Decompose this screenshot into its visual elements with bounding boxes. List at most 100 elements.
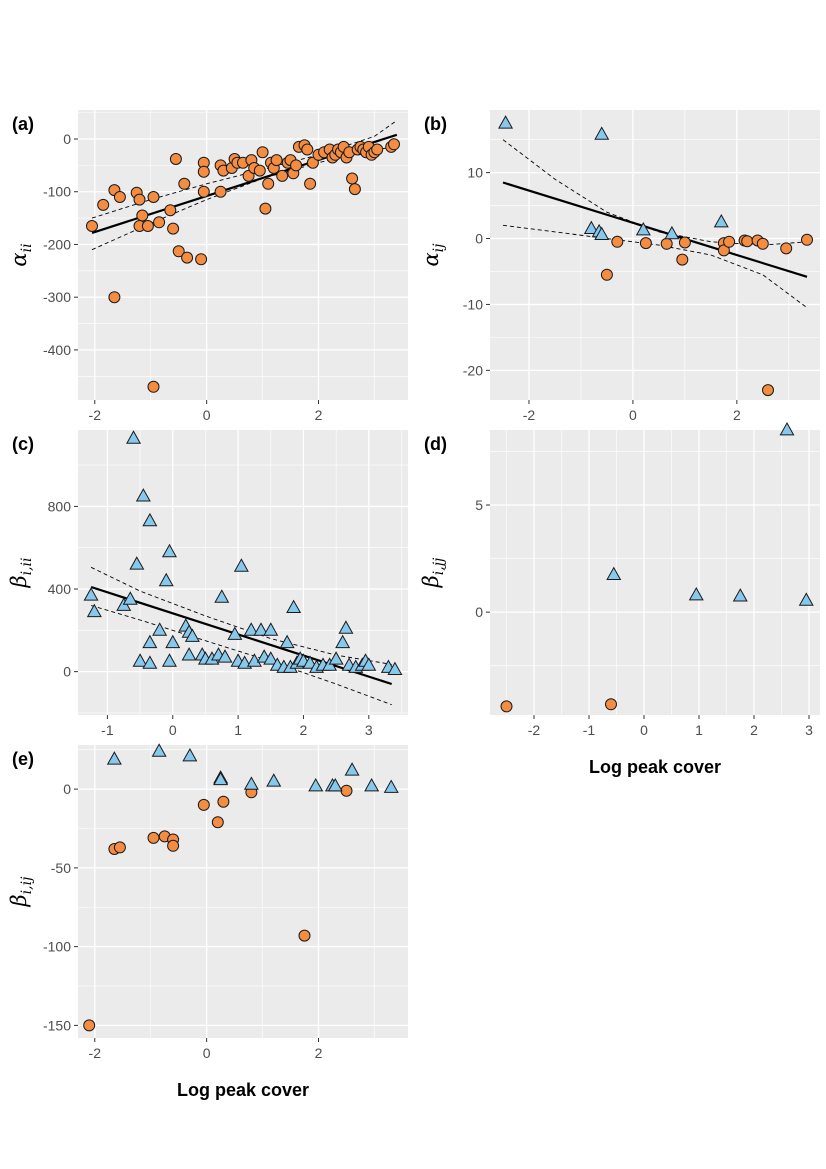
data-point-triangle: [779, 421, 795, 436]
y-axis-title: αij: [419, 243, 447, 267]
y-tick-label: -300: [43, 289, 71, 305]
data-point-circle: [133, 193, 146, 206]
data-point-triangle: [217, 649, 233, 663]
data-point-triangle: [161, 543, 177, 558]
data-point-circle: [676, 253, 689, 266]
data-point-circle: [639, 237, 652, 250]
y-tick-label: 0: [63, 664, 71, 680]
x-tick-label: 0: [203, 1045, 211, 1061]
data-point-circle: [741, 235, 754, 248]
data-point-triangle: [263, 622, 279, 636]
data-point-circle: [605, 698, 617, 711]
data-point-triangle: [142, 655, 158, 669]
x-tick-label: 1: [234, 722, 242, 738]
data-point-triangle: [594, 126, 610, 140]
y-axis-title-subscript: i,jj: [431, 557, 447, 575]
x-tick-label: 3: [805, 722, 813, 738]
data-point-circle: [270, 154, 283, 167]
data-point-triangle: [732, 588, 748, 602]
data-point-triangle: [664, 225, 680, 240]
data-point-circle: [259, 202, 272, 215]
panel-background: [78, 745, 408, 1038]
data-point-triangle: [253, 622, 269, 636]
data-point-triangle: [135, 488, 151, 502]
y-axis-title-subscript: i,ij: [19, 876, 35, 894]
data-point-circle: [500, 700, 513, 713]
data-point-triangle: [246, 653, 262, 667]
data-point-triangle: [594, 226, 610, 240]
data-point-triangle: [214, 589, 230, 603]
x-axis-title: Log peak cover: [177, 1080, 309, 1100]
data-point-circle: [600, 268, 613, 281]
y-tick-label: -200: [43, 236, 71, 252]
y-tick-label: 10: [467, 165, 483, 181]
data-point-circle: [136, 209, 149, 222]
y-axis-title-subscript: ii: [19, 243, 35, 252]
ci-lower-line: [502, 224, 808, 309]
fit-line: [502, 181, 808, 278]
data-point-triangle: [181, 647, 197, 661]
data-point-circle: [756, 237, 769, 250]
data-point-circle: [97, 198, 110, 211]
data-point-triangle: [152, 622, 168, 636]
ci-lower-line: [90, 605, 392, 706]
data-point-triangle: [184, 628, 200, 642]
fit-line: [90, 585, 393, 686]
data-point-triangle: [286, 599, 302, 613]
y-axis-title-symbol: β: [419, 575, 443, 588]
y-tick-label: 0: [63, 781, 71, 797]
data-point-triangle: [243, 776, 259, 790]
x-tick-label: -1: [101, 722, 114, 738]
data-point-circle: [780, 242, 793, 255]
data-point-triangle: [635, 221, 651, 236]
y-axis-title-symbol: β: [7, 894, 31, 907]
data-point-triangle: [132, 653, 148, 667]
data-point-circle: [762, 384, 774, 397]
data-point-circle: [678, 236, 691, 249]
panel-label: (a): [12, 114, 34, 134]
x-tick-label: -2: [89, 1045, 102, 1061]
data-point-circle: [167, 222, 180, 235]
data-point-circle: [346, 172, 359, 185]
data-point-circle: [290, 159, 303, 172]
y-tick-label: -150: [43, 1017, 71, 1033]
data-point-circle: [723, 235, 736, 248]
data-point-circle: [167, 839, 180, 852]
data-point-triangle: [498, 115, 514, 129]
x-tick-label: -2: [89, 407, 102, 423]
data-point-circle: [153, 216, 166, 229]
data-point-circle: [371, 143, 384, 156]
x-tick-label: 1: [695, 722, 703, 738]
data-point-triangle: [243, 622, 259, 636]
y-axis-title-symbol: β: [7, 575, 31, 588]
data-point-circle: [256, 146, 269, 159]
y-axis-title-symbol: α: [7, 252, 31, 266]
data-point-triangle: [335, 634, 351, 649]
data-point-circle: [147, 380, 160, 393]
data-point-triangle: [387, 661, 403, 675]
y-axis-title-symbol: α: [419, 252, 443, 266]
data-point-triangle: [338, 620, 354, 634]
data-point-circle: [113, 191, 126, 203]
x-tick-label: 2: [300, 722, 308, 738]
data-point-circle: [298, 929, 311, 942]
data-point-triangle: [364, 777, 380, 792]
data-point-triangle: [158, 572, 174, 587]
data-point-triangle: [227, 626, 243, 640]
data-point-circle: [108, 291, 121, 304]
x-tick-label: 0: [629, 407, 637, 423]
data-point-circle: [611, 235, 624, 248]
data-point-circle: [197, 185, 210, 198]
data-point-circle: [178, 177, 191, 190]
x-axis-title: Log peak cover: [589, 757, 721, 777]
data-point-triangle: [129, 556, 145, 570]
data-point-triangle: [361, 657, 377, 671]
data-point-triangle: [606, 566, 622, 580]
x-tick-label: -2: [523, 407, 536, 423]
data-point-circle: [113, 841, 126, 854]
y-tick-label: 800: [48, 498, 72, 514]
panel-label: (e): [12, 749, 34, 769]
data-point-circle: [141, 220, 154, 232]
data-point-circle: [214, 185, 227, 198]
